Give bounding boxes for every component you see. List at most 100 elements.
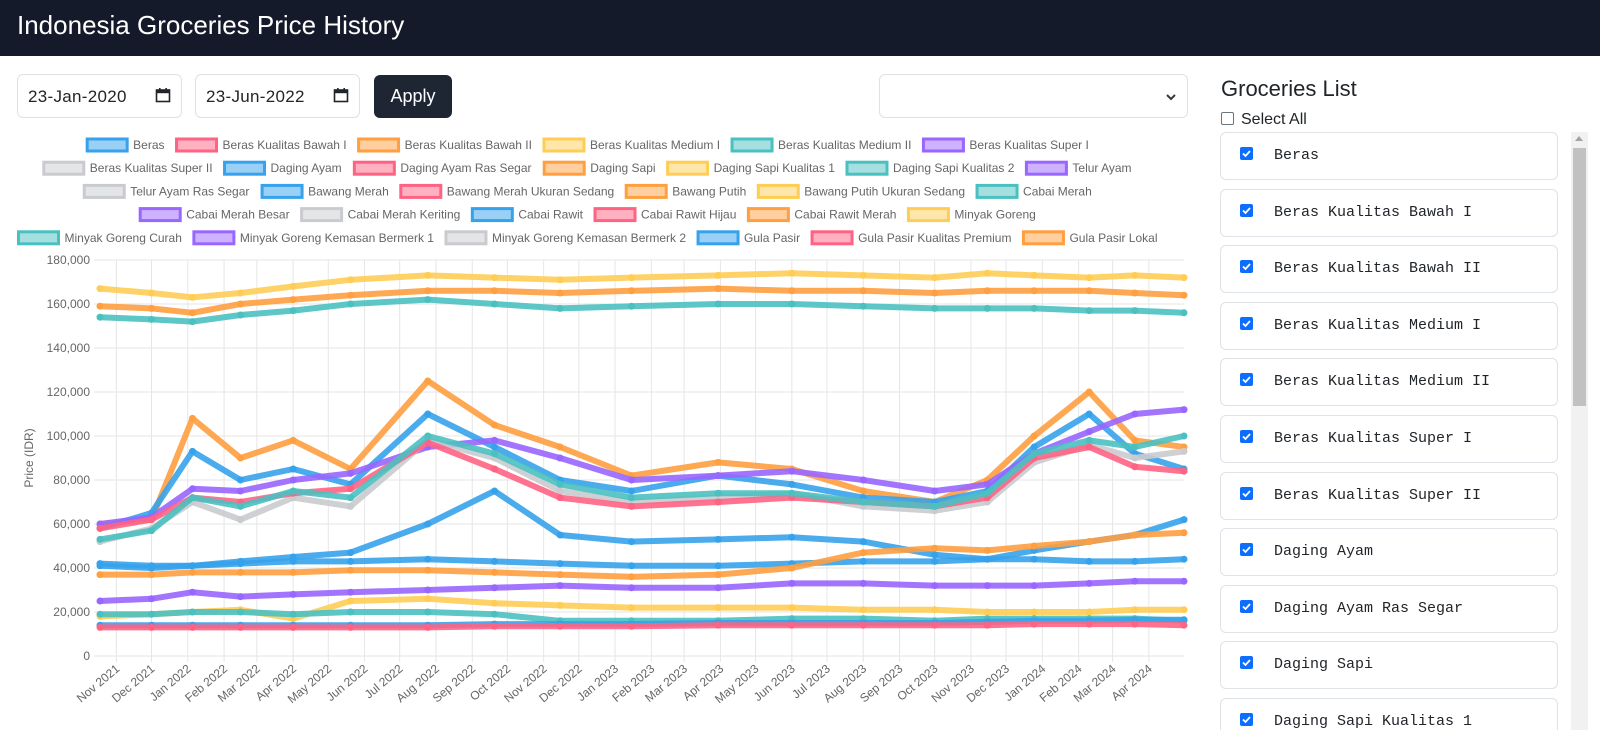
checkbox-checked[interactable] [1240, 713, 1253, 726]
legend-swatch[interactable] [470, 207, 514, 223]
legend-label[interactable]: Cabai Merah Keriting [348, 208, 461, 222]
checkbox-checked[interactable] [1240, 430, 1253, 443]
checkbox-checked[interactable] [1240, 316, 1253, 330]
legend-label[interactable]: Cabai Merah [1023, 184, 1092, 198]
legend-swatch[interactable] [624, 183, 668, 199]
legend-label[interactable]: Minyak Goreng Kemasan Bermerk 1 [240, 231, 434, 245]
legend-label[interactable]: Bawang Putih Ukuran Sedang [804, 184, 965, 198]
legend-label[interactable]: Minyak Goreng Curah [65, 231, 182, 245]
list-item[interactable]: Beras Kualitas Super II [1220, 471, 1558, 520]
legend-swatch[interactable] [82, 183, 126, 199]
list-item[interactable]: Daging Sapi [1220, 641, 1558, 690]
data-point [424, 271, 432, 279]
legend-swatch[interactable] [42, 160, 86, 176]
checkbox-checked[interactable] [1240, 373, 1253, 387]
calendar-icon[interactable] [155, 87, 171, 103]
legend-label[interactable]: Daging Sapi Kualitas 1 [714, 161, 836, 175]
end-date-input[interactable]: 23-Jun-2022 [195, 74, 360, 118]
legend-swatch[interactable] [906, 207, 950, 223]
checkbox-checked[interactable] [1240, 486, 1253, 500]
legend-swatch[interactable] [357, 137, 401, 153]
data-point [788, 604, 796, 612]
legend-swatch[interactable] [756, 183, 800, 199]
legend-swatch[interactable] [444, 230, 488, 246]
data-point [714, 562, 722, 570]
legend-label[interactable]: Bawang Merah [308, 184, 389, 198]
scrollbar-thumb[interactable] [1573, 148, 1586, 406]
legend-label[interactable]: Daging Sapi [590, 161, 655, 175]
legend-swatch[interactable] [175, 137, 219, 153]
checkbox-checked[interactable] [1240, 599, 1253, 613]
legend-swatch[interactable] [192, 230, 236, 246]
legend-swatch[interactable] [1021, 230, 1065, 246]
legend-swatch[interactable] [730, 137, 774, 153]
list-item[interactable]: Beras Kualitas Bawah II [1220, 245, 1558, 294]
calendar-icon[interactable] [333, 87, 349, 103]
legend-swatch[interactable] [300, 207, 344, 223]
legend-label[interactable]: Gula Pasir Lokal [1069, 231, 1157, 245]
checkbox-checked[interactable] [1240, 656, 1253, 670]
legend-swatch[interactable] [921, 137, 965, 153]
legend-label[interactable]: Gula Pasir [744, 231, 800, 245]
list-item[interactable]: Beras [1220, 132, 1558, 180]
sidebar-scrollbar[interactable] [1571, 132, 1588, 730]
checkbox-checked[interactable] [1240, 147, 1253, 160]
legend-swatch[interactable] [746, 207, 790, 223]
legend-swatch[interactable] [666, 160, 710, 176]
legend-label[interactable]: Cabai Rawit Merah [794, 208, 896, 222]
checkbox-checked[interactable] [1240, 203, 1253, 217]
legend-label[interactable]: Daging Ayam [271, 161, 342, 175]
legend-swatch[interactable] [542, 160, 586, 176]
checkbox-checked[interactable] [1240, 260, 1253, 274]
data-point [1030, 555, 1038, 563]
legend-label[interactable]: Beras Kualitas Bawah I [223, 138, 347, 152]
legend-swatch[interactable] [542, 137, 586, 153]
legend-swatch[interactable] [138, 207, 182, 223]
legend-label[interactable]: Minyak Goreng [954, 208, 1035, 222]
legend-label[interactable]: Beras Kualitas Medium II [778, 138, 911, 152]
legend-swatch[interactable] [399, 183, 443, 199]
legend-swatch[interactable] [696, 230, 740, 246]
list-item[interactable]: Beras Kualitas Bawah I [1220, 188, 1558, 237]
legend-swatch[interactable] [975, 183, 1019, 199]
list-item[interactable]: Daging Sapi Kualitas 1 [1220, 698, 1558, 730]
legend-swatch[interactable] [352, 160, 396, 176]
start-date-input[interactable]: 23-Jan-2020 [17, 74, 182, 118]
legend-label[interactable]: Telur Ayam [1072, 161, 1131, 175]
list-item[interactable]: Beras Kualitas Medium I [1220, 301, 1558, 350]
checkbox-unchecked[interactable] [1221, 112, 1234, 125]
legend-label[interactable]: Beras Kualitas Super I [969, 138, 1088, 152]
legend-label[interactable]: Bawang Putih [672, 184, 746, 198]
list-item[interactable]: Daging Ayam [1220, 528, 1558, 577]
legend-label[interactable]: Beras [133, 138, 164, 152]
legend-label[interactable]: Beras Kualitas Super II [90, 161, 213, 175]
legend-swatch[interactable] [85, 137, 129, 153]
grocery-select[interactable] [879, 74, 1188, 118]
legend-label[interactable]: Daging Sapi Kualitas 2 [893, 161, 1015, 175]
legend-swatch[interactable] [1024, 160, 1068, 176]
data-point [859, 606, 867, 614]
apply-button[interactable]: Apply [374, 75, 452, 118]
legend-label[interactable]: Minyak Goreng Kemasan Bermerk 2 [492, 231, 686, 245]
list-item[interactable]: Daging Ayam Ras Segar [1220, 584, 1558, 633]
legend-label[interactable]: Telur Ayam Ras Segar [130, 184, 249, 198]
list-item[interactable]: Beras Kualitas Super I [1220, 415, 1558, 463]
list-item[interactable]: Beras Kualitas Medium II [1220, 358, 1558, 407]
legend-swatch[interactable] [810, 230, 854, 246]
legend-label[interactable]: Cabai Merah Besar [186, 208, 289, 222]
legend-label[interactable]: Beras Kualitas Medium I [590, 138, 720, 152]
legend-label[interactable]: Cabai Rawit Hijau [641, 208, 736, 222]
legend-swatch[interactable] [17, 230, 61, 246]
legend-label[interactable]: Gula Pasir Kualitas Premium [858, 231, 1011, 245]
legend-swatch[interactable] [260, 183, 304, 199]
scroll-up-icon[interactable] [1575, 136, 1583, 141]
legend-label[interactable]: Beras Kualitas Bawah II [405, 138, 532, 152]
legend-label[interactable]: Bawang Merah Ukuran Sedang [447, 184, 614, 198]
legend-label[interactable]: Daging Ayam Ras Segar [400, 161, 531, 175]
legend-swatch[interactable] [593, 207, 637, 223]
legend-swatch[interactable] [845, 160, 889, 176]
legend-label[interactable]: Cabai Rawit [518, 208, 583, 222]
checkbox-checked[interactable] [1240, 543, 1253, 557]
data-point [1180, 577, 1188, 585]
legend-swatch[interactable] [223, 160, 267, 176]
